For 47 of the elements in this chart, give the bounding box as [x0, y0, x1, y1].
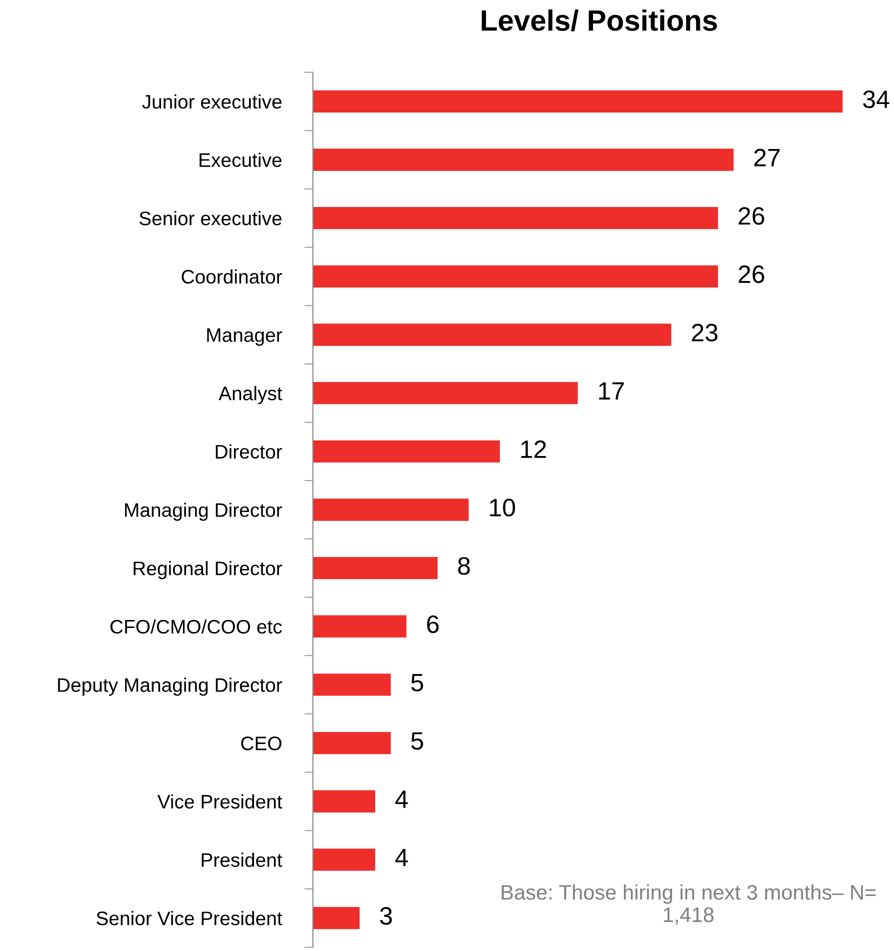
data-label: 23 — [692, 324, 718, 342]
bar — [312, 498, 469, 521]
data-label: 5 — [411, 732, 424, 750]
data-label: 4 — [395, 848, 408, 866]
bar — [312, 615, 406, 638]
y-tick-label: Analyst — [218, 386, 282, 404]
y-tick-label: President — [202, 852, 282, 867]
data-label: 34 — [863, 90, 890, 108]
bar — [312, 906, 360, 930]
data-label: 10 — [490, 498, 515, 516]
bar — [312, 732, 391, 754]
data-label: 17 — [599, 382, 624, 400]
bar — [312, 556, 438, 580]
data-label: 8 — [458, 557, 470, 575]
bar — [312, 90, 843, 113]
y-tick-label: Director — [216, 444, 282, 459]
y-tick-label: Executive — [200, 152, 282, 168]
bar — [312, 790, 376, 812]
data-label: 27 — [754, 148, 780, 166]
bar — [312, 265, 718, 288]
data-label: 3 — [380, 907, 392, 925]
bar — [312, 382, 578, 404]
data-label: 4 — [395, 790, 408, 808]
chart-title: Levels/ Positions — [482, 9, 717, 32]
y-tick-label: Vice President — [157, 794, 282, 809]
data-label: 12 — [521, 440, 546, 458]
y-tick-label: Managing Director — [125, 502, 282, 521]
bar — [312, 324, 672, 346]
y-tick-label: CFO/CMO/COO etc — [110, 619, 282, 634]
y-tick-label: CEO — [241, 736, 282, 750]
bar — [312, 207, 718, 230]
y-tick-label: Regional Director — [134, 561, 282, 580]
bar — [312, 148, 734, 171]
y-tick-label: Manager — [207, 328, 282, 346]
data-label: 26 — [738, 207, 764, 225]
y-tick-label: Coordinator — [182, 269, 282, 284]
bar — [312, 440, 500, 462]
data-label: 26 — [738, 265, 764, 284]
y-tick-label: Junior executive — [142, 94, 282, 109]
annotation: Base: Those hiring in next 3 months– N= 1,418 — [502, 884, 876, 925]
bar — [312, 848, 376, 871]
data-label: 6 — [427, 615, 439, 634]
y-tick-label: Senior Vice President — [96, 910, 282, 926]
y-tick-label: Senior executive — [139, 211, 282, 226]
bar — [312, 674, 391, 696]
data-label: 5 — [411, 674, 424, 692]
y-tick-label: Deputy Managing Director — [58, 678, 282, 696]
